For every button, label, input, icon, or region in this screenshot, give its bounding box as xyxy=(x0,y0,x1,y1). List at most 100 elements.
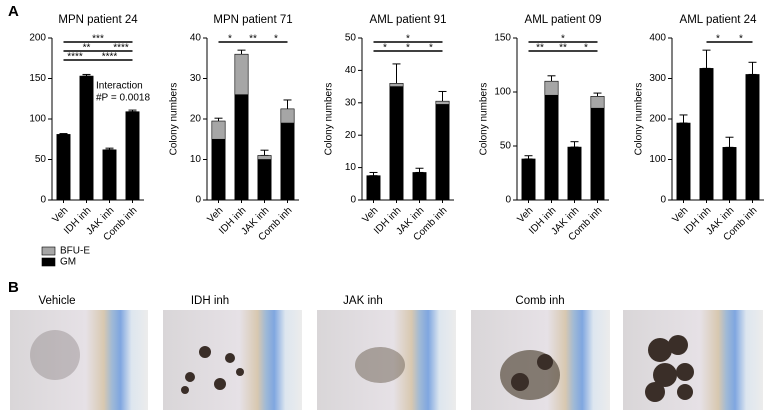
annotation: Interaction xyxy=(96,81,143,92)
y-tick-label: 300 xyxy=(649,73,666,84)
error-bar xyxy=(438,90,447,102)
error-bar xyxy=(415,167,424,173)
y-axis-label: Colony numbers xyxy=(634,83,645,156)
y-axis-label: Colony numbers xyxy=(324,83,335,156)
bar-segment xyxy=(745,74,760,201)
significance-label: * xyxy=(429,43,433,54)
chart-title: AML patient 91 xyxy=(370,14,447,26)
bar-segment xyxy=(211,120,226,140)
significance-label: *** xyxy=(92,34,104,45)
bar-segment xyxy=(590,107,605,201)
bar-segment xyxy=(389,83,404,87)
bar-segment xyxy=(102,149,117,201)
error-bar xyxy=(702,49,711,69)
photo-caption: JAK inh xyxy=(343,295,383,307)
y-tick-label: 200 xyxy=(649,114,666,125)
y-tick-label: 10 xyxy=(190,154,202,165)
bar-segment xyxy=(676,122,691,201)
error-bar xyxy=(260,149,269,156)
y-tick-label: 150 xyxy=(494,33,511,44)
significance-label: * xyxy=(584,43,588,54)
bar-segment xyxy=(722,147,737,201)
significance-label: * xyxy=(228,34,232,45)
error-bar xyxy=(679,114,688,124)
legend-label: BFU-E xyxy=(60,246,90,257)
bar-segment xyxy=(412,172,427,201)
photos xyxy=(10,310,763,410)
y-tick-label: 0 xyxy=(505,195,511,206)
bar-segment xyxy=(234,94,249,201)
error-bar xyxy=(524,155,533,159)
error-bar xyxy=(570,141,579,148)
error-bar xyxy=(547,75,556,82)
photo-caption: Vehicle xyxy=(38,295,75,307)
y-tick-label: 100 xyxy=(649,154,666,165)
y-tick-label: 100 xyxy=(494,87,511,98)
y-tick-label: 0 xyxy=(40,195,46,206)
chart-title: MPN patient 24 xyxy=(58,14,138,26)
y-tick-label: 40 xyxy=(190,33,202,44)
panel-label: B xyxy=(8,279,19,296)
significance-label: **** xyxy=(102,52,118,63)
y-tick-label: 10 xyxy=(345,162,357,173)
bar-segment xyxy=(567,146,582,201)
significance-label: * xyxy=(739,34,743,45)
y-tick-label: 0 xyxy=(660,195,666,206)
y-tick-label: 20 xyxy=(190,114,202,125)
error-bar xyxy=(214,117,223,122)
y-tick-label: 30 xyxy=(190,73,202,84)
y-tick-label: 0 xyxy=(195,195,201,206)
photo-caption: Comb inh xyxy=(515,295,564,307)
bar-segment xyxy=(211,138,226,201)
error-bar xyxy=(392,63,401,84)
y-tick-label: 400 xyxy=(649,33,666,44)
significance-label: * xyxy=(716,34,720,45)
y-axis-label: Colony numbers xyxy=(169,83,180,156)
panel-label: A xyxy=(8,3,19,20)
y-tick-label: 0 xyxy=(350,195,356,206)
bar-segment xyxy=(435,100,450,105)
bar-segment xyxy=(280,122,295,201)
chart-title: AML patient 24 xyxy=(680,14,758,26)
error-bar xyxy=(593,92,602,97)
bar-segment xyxy=(56,134,71,201)
y-tick-label: 50 xyxy=(35,154,47,165)
y-tick-label: 100 xyxy=(29,114,46,125)
significance-label: * xyxy=(406,43,410,54)
error-bar xyxy=(283,99,292,109)
colonies xyxy=(30,330,694,402)
bar-segment xyxy=(699,68,714,201)
bar-segment xyxy=(544,80,559,96)
y-tick-label: 50 xyxy=(345,33,357,44)
annotation: #P = 0.0018 xyxy=(96,93,150,104)
bar-segment xyxy=(590,96,605,109)
legend-label: GM xyxy=(60,257,76,268)
photo-caption: IDH inh xyxy=(191,295,229,307)
chart-title: MPN patient 71 xyxy=(213,14,292,26)
bar-segment xyxy=(234,53,249,96)
error-bar xyxy=(725,136,734,148)
legend-swatch xyxy=(41,257,56,267)
bar-segment xyxy=(389,86,404,201)
bar-segment xyxy=(280,108,295,124)
y-tick-label: 20 xyxy=(345,130,357,141)
significance-label: **** xyxy=(113,43,129,54)
bar-segment xyxy=(79,75,94,201)
significance-label: * xyxy=(561,34,565,45)
significance-label: ** xyxy=(536,43,544,54)
bar-segment xyxy=(366,175,381,201)
legend-swatch xyxy=(41,246,56,256)
bar-segment xyxy=(125,111,140,201)
photo xyxy=(10,310,148,410)
bar-segment xyxy=(257,159,272,201)
significance-label: * xyxy=(274,34,278,45)
y-tick-label: 50 xyxy=(500,141,512,152)
significance-label: * xyxy=(406,34,410,45)
y-tick-label: 40 xyxy=(345,65,357,76)
y-tick-label: 200 xyxy=(29,33,46,44)
y-axis-label: Colony numbers xyxy=(479,83,490,156)
y-tick-label: 150 xyxy=(29,73,46,84)
bar-segment xyxy=(257,155,272,160)
error-bar xyxy=(237,49,246,55)
